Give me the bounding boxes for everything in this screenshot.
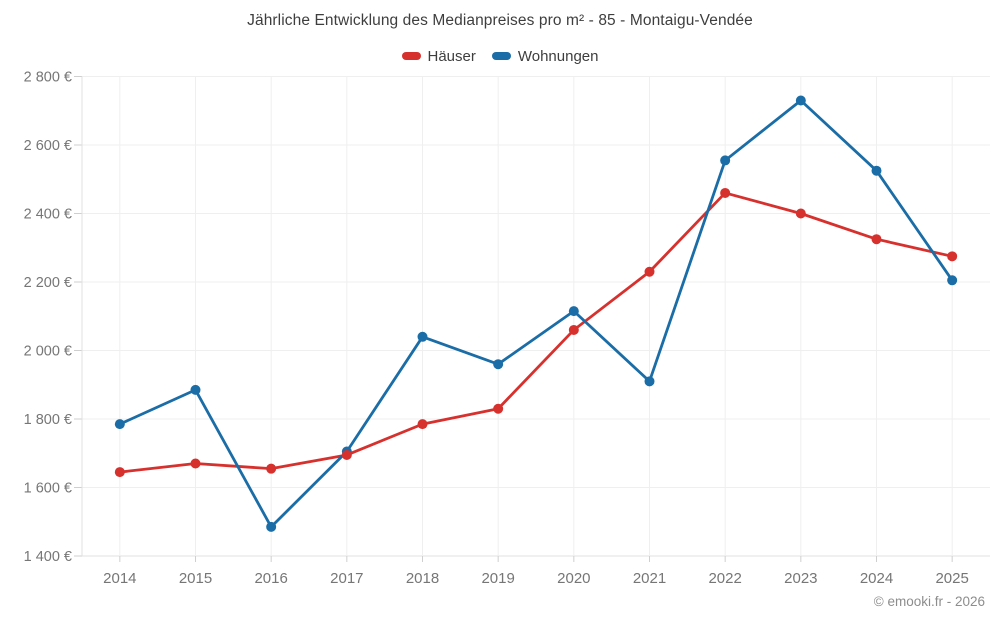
x-axis-label: 2020 xyxy=(557,570,590,587)
data-point-häuser-2025[interactable] xyxy=(947,251,958,262)
x-axis-label: 2015 xyxy=(179,570,212,587)
data-point-wohnungen-2016[interactable] xyxy=(266,521,277,532)
data-point-häuser-2016[interactable] xyxy=(266,463,277,474)
y-axis-label: 1 400 € xyxy=(24,549,72,565)
data-point-häuser-2017[interactable] xyxy=(341,449,352,460)
data-point-häuser-2020[interactable] xyxy=(568,324,579,335)
x-axis-label: 2024 xyxy=(860,570,893,587)
x-axis-label: 2017 xyxy=(330,570,363,587)
y-axis-label: 2 000 € xyxy=(24,344,72,360)
x-axis-label: 2021 xyxy=(633,570,666,587)
legend-swatch-blue-icon xyxy=(491,52,511,60)
data-point-wohnungen-2014[interactable] xyxy=(114,419,125,430)
data-point-häuser-2023[interactable] xyxy=(795,208,806,219)
copyright-text: © emooki.fr - 2026 xyxy=(873,594,985,609)
x-axis-label: 2014 xyxy=(103,570,136,587)
data-point-wohnungen-2021[interactable] xyxy=(644,376,655,387)
data-point-wohnungen-2025[interactable] xyxy=(947,275,958,286)
x-axis-label: 2018 xyxy=(406,570,439,587)
legend-item-wohnungen[interactable]: Wohnungen xyxy=(491,47,599,65)
data-point-häuser-2018[interactable] xyxy=(417,419,428,430)
x-axis-label: 2019 xyxy=(481,570,514,587)
data-point-wohnungen-2024[interactable] xyxy=(871,165,882,176)
series-line-häuser xyxy=(118,191,954,474)
chart-title: Jährliche Entwicklung des Medianpreises … xyxy=(247,12,753,29)
y-axis-label: 2 800 € xyxy=(24,70,72,86)
data-point-wohnungen-2022[interactable] xyxy=(720,155,731,166)
y-axis-label: 2 200 € xyxy=(24,275,72,291)
data-point-wohnungen-2023[interactable] xyxy=(795,95,806,106)
data-point-wohnungen-2015[interactable] xyxy=(190,384,201,395)
data-point-häuser-2022[interactable] xyxy=(720,187,731,198)
y-axis-label: 1 800 € xyxy=(24,412,72,428)
data-point-häuser-2015[interactable] xyxy=(190,458,201,469)
legend-swatch-red-icon xyxy=(401,52,421,60)
y-axis-label: 2 600 € xyxy=(24,138,72,154)
data-point-häuser-2024[interactable] xyxy=(871,234,882,245)
series-line-wohnungen xyxy=(118,99,954,529)
chart-legend: Häuser Wohnungen xyxy=(0,46,1000,66)
legend-item-haeuser[interactable]: Häuser xyxy=(401,47,476,65)
data-point-wohnungen-2019[interactable] xyxy=(493,359,504,370)
x-axis-label: 2022 xyxy=(708,570,741,587)
data-point-häuser-2014[interactable] xyxy=(114,467,125,478)
x-axis-label: 2023 xyxy=(784,570,817,587)
legend-label: Wohnungen xyxy=(517,47,599,65)
data-point-wohnungen-2018[interactable] xyxy=(417,331,428,342)
legend-label: Häuser xyxy=(427,47,476,65)
x-axis-label: 2016 xyxy=(254,570,287,587)
x-axis-label: 2025 xyxy=(935,570,968,587)
y-axis-label: 1 600 € xyxy=(24,481,72,497)
y-axis-label: 2 400 € xyxy=(24,207,72,223)
data-point-häuser-2019[interactable] xyxy=(493,403,504,414)
data-point-häuser-2021[interactable] xyxy=(644,266,655,277)
data-point-wohnungen-2020[interactable] xyxy=(568,306,579,317)
